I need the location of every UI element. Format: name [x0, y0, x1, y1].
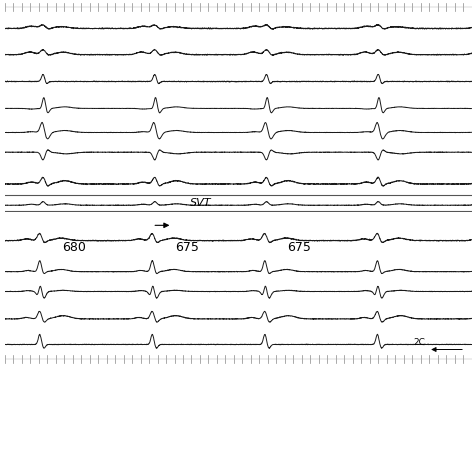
Text: 2C: 2C: [413, 338, 425, 347]
Text: 680: 680: [63, 241, 86, 255]
Text: 675: 675: [288, 241, 311, 255]
Text: SVT: SVT: [190, 198, 211, 208]
Text: 675: 675: [175, 241, 199, 255]
